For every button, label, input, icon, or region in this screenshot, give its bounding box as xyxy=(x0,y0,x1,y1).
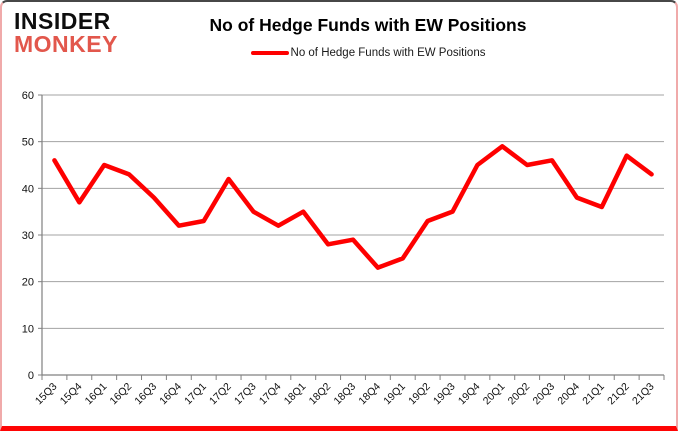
x-axis-label: 18Q2 xyxy=(307,381,334,408)
x-axis-label: 20Q2 xyxy=(506,381,533,408)
x-axis-label: 16Q1 xyxy=(83,381,110,408)
x-axis-label: 17Q2 xyxy=(207,381,234,408)
y-axis-label: 10 xyxy=(22,323,34,335)
x-axis-label: 16Q4 xyxy=(157,381,184,408)
y-axis-label: 40 xyxy=(22,183,34,195)
legend-label: No of Hedge Funds with EW Positions xyxy=(290,47,486,59)
x-axis-label: 17Q3 xyxy=(232,381,259,408)
x-axis-label: 15Q3 xyxy=(33,381,60,408)
x-axis-label: 20Q1 xyxy=(481,381,508,408)
series-line xyxy=(52,144,654,270)
x-axis-label: 18Q3 xyxy=(331,381,358,408)
logo-line1: INSIDER xyxy=(14,8,111,34)
x-axis-label: 18Q1 xyxy=(282,381,309,408)
x-axis-label: 15Q4 xyxy=(58,381,85,408)
x-axis-label: 16Q3 xyxy=(132,381,159,408)
x-axis-label: 21Q1 xyxy=(580,381,607,408)
x-axis-label: 20Q3 xyxy=(531,381,558,408)
y-axis-label: 30 xyxy=(22,230,34,242)
x-axis-label: 21Q3 xyxy=(630,381,657,408)
x-axis-label: 21Q2 xyxy=(605,381,632,408)
y-axis-label: 0 xyxy=(28,370,34,382)
x-axis-label: 19Q4 xyxy=(456,381,483,408)
x-axis-label: 18Q4 xyxy=(356,381,383,408)
y-axis-label: 60 xyxy=(22,90,34,102)
x-axis-label: 20Q4 xyxy=(555,381,582,408)
x-axis-label: 16Q2 xyxy=(108,381,135,408)
y-axis-label: 20 xyxy=(22,277,34,289)
legend-line-swatch xyxy=(250,51,289,55)
x-axis-label: 17Q1 xyxy=(182,381,209,408)
x-axis-label: 19Q2 xyxy=(406,381,433,408)
chart-title: No of Hedge Funds with EW Positions xyxy=(209,15,527,35)
x-axis-label: 19Q3 xyxy=(431,381,458,408)
x-axis-label: 19Q1 xyxy=(381,381,408,408)
y-axis-label: 50 xyxy=(22,137,34,149)
logo-line2: MONKEY xyxy=(14,30,118,57)
chart-legend: No of Hedge Funds with EW Positions xyxy=(60,47,676,59)
x-axis-label: 17Q4 xyxy=(257,381,284,408)
insider-monkey-logo: INSIDER MONKEY xyxy=(14,10,118,55)
chart-header: No of Hedge Funds with EW Positions No o… xyxy=(2,15,676,59)
